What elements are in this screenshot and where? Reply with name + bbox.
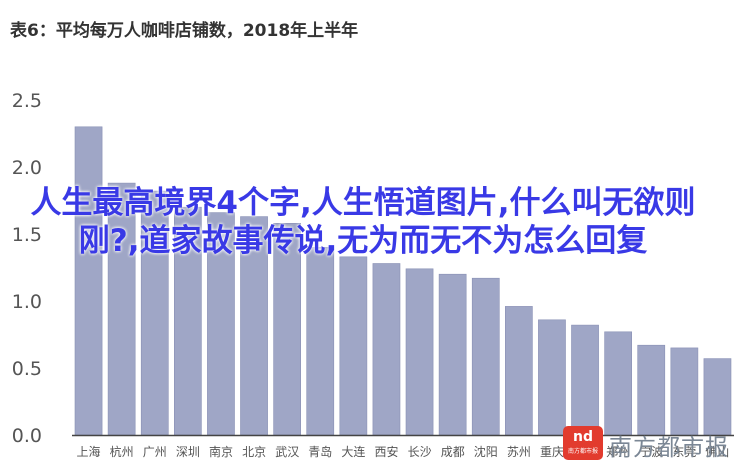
x-tick-label: 北京 <box>242 445 266 459</box>
y-tick-label: 1.0 <box>12 291 42 313</box>
y-axis-ticks: 0.0 0.5 1.0 1.5 2.0 2.5 <box>12 90 42 447</box>
y-tick-label: 0.5 <box>12 358 42 380</box>
chart-title: 表6：平均每万人咖啡店铺数，2018年上半年 <box>10 21 359 41</box>
watermark-text: 南方都市报 <box>609 435 729 461</box>
x-tick-label: 杭州 <box>110 444 134 459</box>
x-tick-label: 宁波 <box>639 444 663 459</box>
x-tick-label: 上海 <box>76 444 100 459</box>
bar <box>637 344 666 436</box>
bar <box>372 263 401 436</box>
x-tick-label: 郑州 <box>606 444 630 459</box>
x-tick-label: 深圳 <box>176 445 200 459</box>
bar <box>273 223 302 436</box>
watermark-badge: nd 南方都市报 <box>563 426 603 460</box>
bar <box>571 324 599 436</box>
bar <box>703 358 732 436</box>
bar <box>438 273 467 436</box>
bar <box>504 306 533 436</box>
y-tick-label: 2.5 <box>12 90 42 112</box>
y-tick-label: 0.0 <box>12 425 42 447</box>
bar <box>74 126 103 436</box>
y-tick-label: 2.0 <box>12 157 42 179</box>
watermark-logo: nd 南方都市报 南方都市报 <box>563 424 743 464</box>
x-tick-label: 广州 <box>143 445 167 459</box>
bar <box>405 268 434 436</box>
bar <box>306 247 335 436</box>
x-tick-label: 苏州 <box>507 445 531 459</box>
x-tick-label: 长沙 <box>408 445 432 459</box>
overlay-caption: 人生最高境界4个字,人生悟道图片,什么叫无欲则刚?,道家故事传说,无为而无不为怎… <box>30 185 696 259</box>
bar <box>240 216 268 436</box>
bar <box>339 256 368 436</box>
bar <box>670 347 699 436</box>
x-tick-label: 武汉 <box>275 445 299 459</box>
watermark-badge-text: nd <box>573 429 593 445</box>
x-tick-label: 南京 <box>209 444 233 459</box>
y-tick-label: 1.5 <box>12 224 42 246</box>
bar <box>538 319 566 436</box>
x-tick-label: 青岛 <box>308 444 332 459</box>
x-tick-label: 重庆 <box>540 445 564 459</box>
bar <box>471 277 500 436</box>
x-tick-label: 沈阳 <box>474 444 498 459</box>
bar <box>207 212 235 436</box>
watermark-badge-subtext: 南方都市报 <box>567 448 598 455</box>
bar <box>604 331 632 436</box>
x-tick-label: 佛山 <box>705 445 729 459</box>
x-tick-label: 西安 <box>374 444 398 459</box>
bars <box>74 126 732 436</box>
x-tick-label: 东莞 <box>672 445 696 459</box>
x-tick-label: 大连 <box>341 444 365 459</box>
x-tick-label: 成都 <box>441 445 465 459</box>
